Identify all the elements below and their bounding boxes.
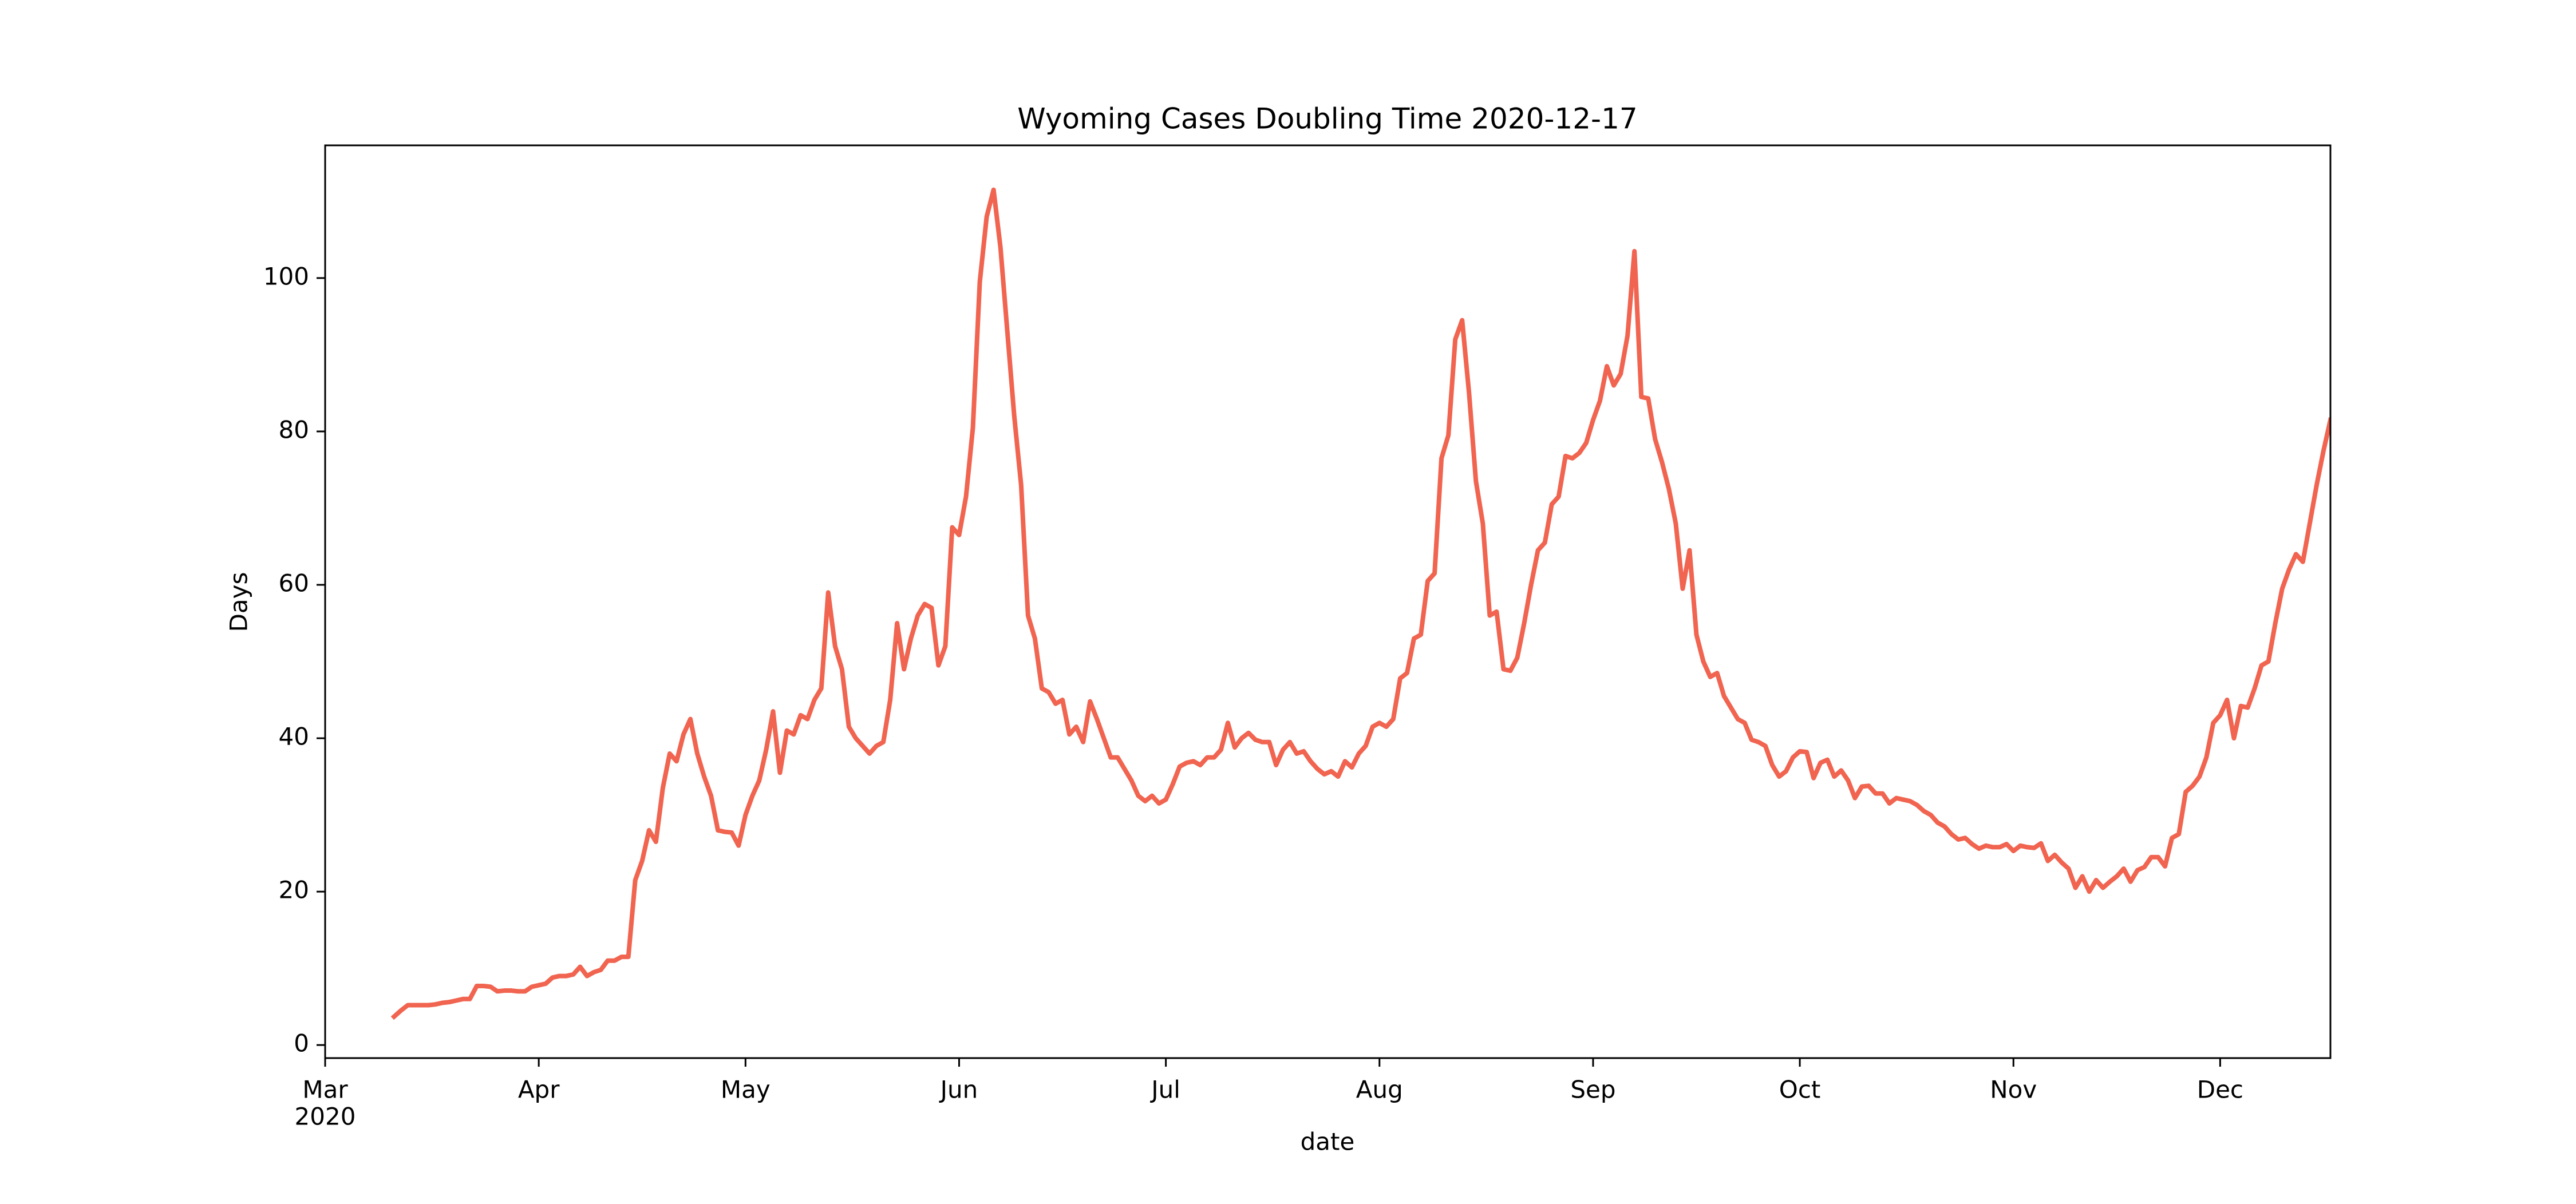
y-tick-label: 60: [279, 569, 309, 597]
y-axis-label: Days: [225, 572, 253, 632]
data-line: [390, 187, 2330, 1020]
plot-frame: [324, 144, 2332, 1059]
x-tick-label: Nov: [1990, 1076, 2037, 1104]
x-axis-label: date: [1301, 1128, 1355, 1156]
x-tick-label: Dec: [2197, 1076, 2243, 1104]
y-tick-label: 40: [279, 723, 309, 751]
x-tick-label: Sep: [1570, 1076, 1615, 1104]
x-tick-label: Mar: [302, 1076, 348, 1104]
x-offset-label: 2020: [295, 1103, 356, 1131]
x-tick-label: Jun: [939, 1076, 978, 1104]
x-tick-label: Oct: [1779, 1076, 1821, 1104]
x-tick-label: May: [721, 1076, 771, 1104]
x-tick-label: Aug: [1356, 1076, 1403, 1104]
x-tick-label: Jul: [1149, 1076, 1180, 1104]
y-tick-label: 80: [279, 415, 309, 443]
chart-title: Wyoming Cases Doubling Time 2020-12-17: [1017, 102, 1637, 136]
x-tick-label: Apr: [518, 1076, 560, 1104]
y-tick-label: 100: [263, 262, 309, 290]
y-tick-label: 20: [279, 876, 309, 904]
y-tick-label: 0: [294, 1029, 309, 1058]
